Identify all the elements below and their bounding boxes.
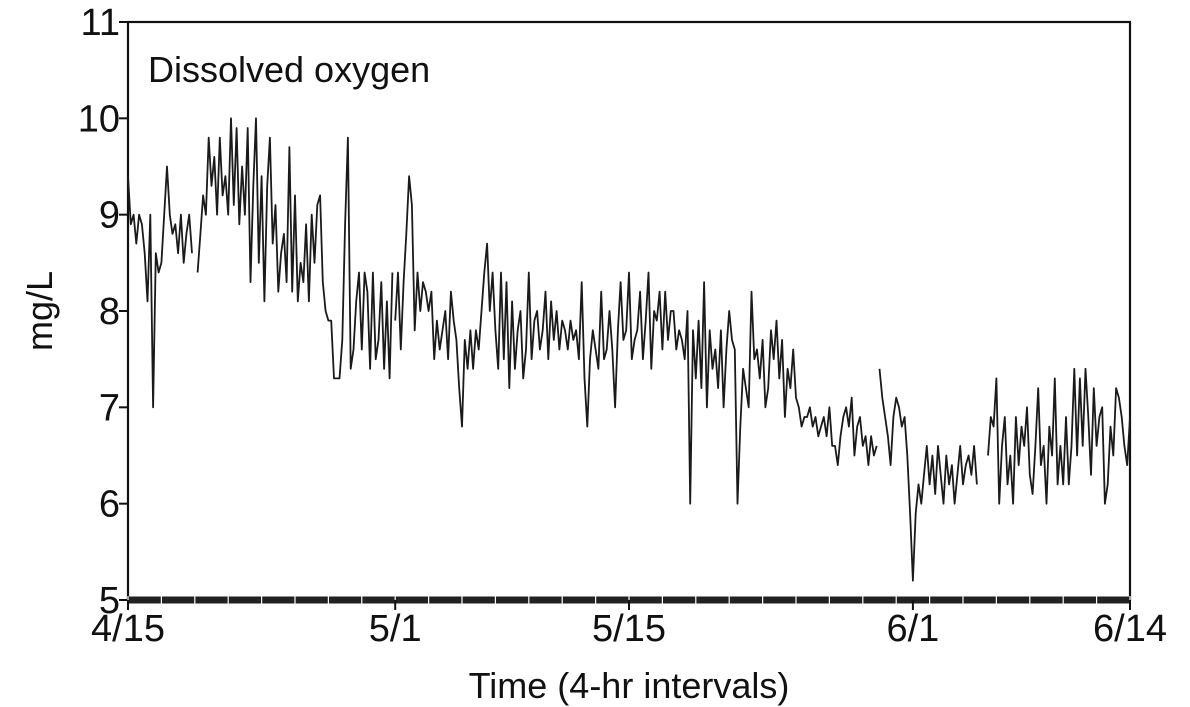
y-tick-label-10: 10 xyxy=(78,98,120,140)
x-tick-label-2: 5/15 xyxy=(592,608,666,650)
x-tick-label-3: 6/1 xyxy=(886,608,939,650)
y-tick-label-9: 9 xyxy=(99,195,120,237)
x-tick-label-0: 4/15 xyxy=(91,608,165,650)
x-tick-label-4: 6/14 xyxy=(1093,608,1167,650)
y-axis-ticks xyxy=(119,21,128,601)
y-tick-label-11: 11 xyxy=(81,2,120,44)
y-tick-label-8: 8 xyxy=(99,291,120,333)
x-axis-title: Time (4-hr intervals) xyxy=(469,665,790,706)
x-axis-tick-labels: 4/15 5/1 5/15 6/1 6/14 xyxy=(91,608,1167,650)
series-line-segment-0 xyxy=(127,165,193,409)
y-axis-tick-labels: 5 6 7 8 9 10 11 xyxy=(78,2,120,622)
dissolved-oxygen-series xyxy=(127,117,1131,582)
x-tick-label-1: 5/1 xyxy=(369,608,422,650)
y-tick-label-7: 7 xyxy=(99,387,120,429)
series-line-segment-3 xyxy=(878,368,978,582)
y-tick-label-5: 5 xyxy=(99,580,120,622)
chart-annotation: Dissolved oxygen xyxy=(148,49,430,90)
plot-frame xyxy=(126,20,1132,602)
series-line-segment-2 xyxy=(394,175,878,505)
y-axis-title: mg/L xyxy=(19,271,60,351)
series-line-segment-4 xyxy=(987,367,1131,505)
y-tick-label-6: 6 xyxy=(99,484,120,526)
x-axis-ticks xyxy=(127,596,1131,610)
series-line-segment-1 xyxy=(196,117,394,380)
